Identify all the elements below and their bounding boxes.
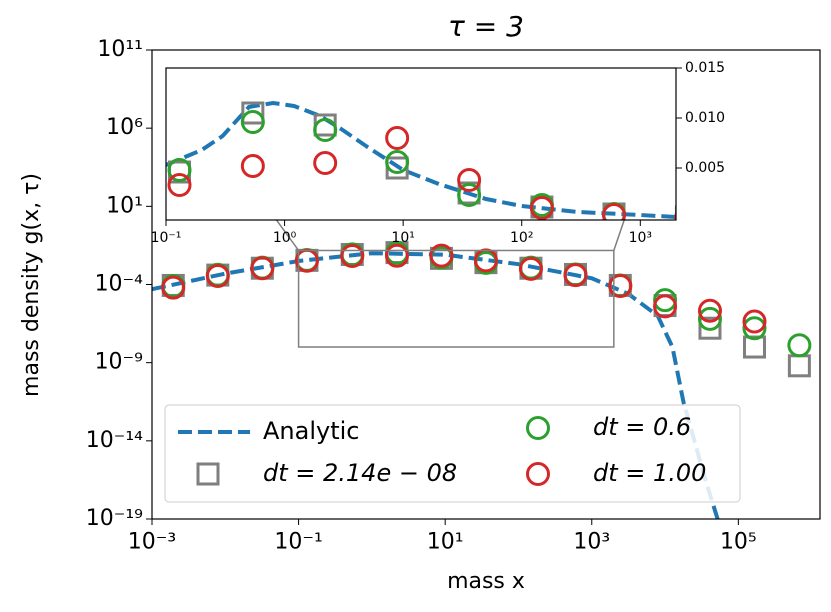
x-tick-label: 10¹ xyxy=(427,529,464,554)
x-tick-label: 10⁻¹ xyxy=(274,529,322,554)
x-axis-label: mass x xyxy=(447,569,525,594)
circle-marker xyxy=(313,118,338,142)
y-tick-label: 0.010 xyxy=(685,110,725,126)
y-tick-label: 10¹ xyxy=(106,193,143,218)
circle-marker xyxy=(653,288,678,313)
plot-area xyxy=(166,68,676,220)
circle-marker xyxy=(457,168,482,192)
circle-marker xyxy=(787,333,812,358)
legend-box xyxy=(164,404,741,503)
plot-content xyxy=(166,100,676,220)
circle-marker xyxy=(161,275,186,300)
x-tick-label: 10³ xyxy=(573,529,610,554)
x-tick-label: 10⁵ xyxy=(720,529,757,554)
axes-frame xyxy=(165,67,677,221)
circle-marker xyxy=(429,243,454,268)
legend-square xyxy=(196,462,220,486)
y-tick-label: 0.005 xyxy=(685,160,725,176)
circle-marker xyxy=(167,158,192,182)
legend-label: dt = 0.6 xyxy=(593,413,691,441)
x-tick-label: 10⁰ xyxy=(273,230,297,246)
x-tick-label: 10⁻³ xyxy=(128,529,176,554)
circle-marker xyxy=(742,316,767,341)
y-tick-label: 10⁻⁹ xyxy=(95,350,143,375)
legend-label: dt = 1.00 xyxy=(593,459,706,487)
y-tick-label: 10⁻¹⁹ xyxy=(86,506,143,531)
plot-content xyxy=(152,240,812,519)
square-marker xyxy=(241,101,265,125)
circle-marker xyxy=(697,306,722,331)
legend-circle xyxy=(526,462,550,486)
circle-marker xyxy=(384,243,409,268)
x-tick-label: 10⁻¹ xyxy=(151,230,182,246)
circle-marker xyxy=(602,203,626,220)
circle-marker xyxy=(250,256,275,281)
x-tick-label: 10¹ xyxy=(391,230,414,246)
legend-circle xyxy=(526,416,550,440)
x-tick-label: 10³ xyxy=(629,230,652,246)
circle-marker xyxy=(742,309,767,334)
circle-marker xyxy=(653,294,678,319)
y-axis-label: mass density g(x, τ) xyxy=(19,173,44,397)
legend-label: dt = 2.14e − 08 xyxy=(263,459,457,487)
square-marker xyxy=(698,316,722,340)
y-tick-label: 10⁻⁴ xyxy=(95,272,144,297)
analytic-line xyxy=(166,100,676,219)
circle-marker xyxy=(340,244,365,269)
circle-marker xyxy=(313,151,338,175)
circle-marker xyxy=(457,183,482,207)
chart-title: τ = 3 xyxy=(448,10,524,43)
legend-label: Analytic xyxy=(263,417,359,445)
zoom-box xyxy=(297,249,615,348)
circle-marker xyxy=(385,126,410,150)
y-tick-label: 10¹¹ xyxy=(97,37,143,62)
circle-marker xyxy=(563,263,588,288)
circle-marker xyxy=(608,274,633,299)
y-tick-label: 10⁶ xyxy=(106,115,143,140)
circle-marker xyxy=(240,154,265,178)
circle-marker xyxy=(205,263,230,288)
y-tick-label: 10⁻¹⁴ xyxy=(86,428,143,453)
x-tick-label: 10² xyxy=(510,230,533,246)
y-tick-label: 0.015 xyxy=(685,60,725,76)
circle-marker xyxy=(529,196,554,220)
circle-marker xyxy=(167,173,192,197)
circle-marker xyxy=(697,298,722,323)
circle-marker xyxy=(385,150,410,174)
circle-marker xyxy=(240,110,265,134)
circle-marker xyxy=(518,256,543,281)
square-marker xyxy=(742,335,766,359)
